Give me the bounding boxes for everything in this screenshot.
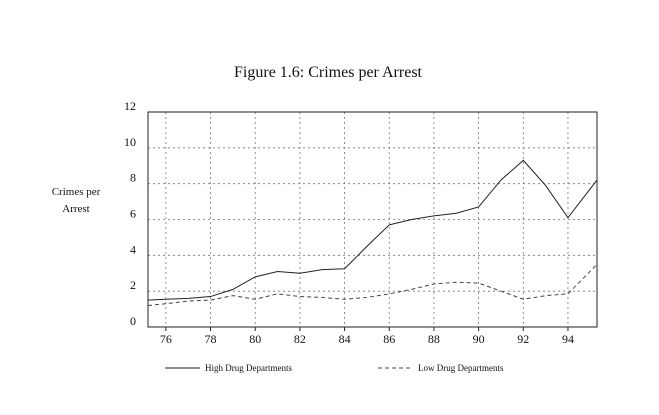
data-line bbox=[147, 263, 598, 306]
y-tick-label: 4 bbox=[130, 242, 136, 256]
y-tick-label: 12 bbox=[124, 99, 136, 113]
legend-label: High Drug Departments bbox=[205, 363, 292, 373]
y-tick-label: 2 bbox=[130, 278, 136, 292]
x-tick-label: 84 bbox=[339, 332, 351, 346]
x-tick-label: 90 bbox=[473, 332, 485, 346]
legend-label: Low Drug Departments bbox=[418, 363, 504, 373]
data-line bbox=[147, 159, 598, 301]
plot-frame bbox=[147, 111, 598, 328]
x-tick-label: 78 bbox=[205, 332, 217, 346]
y-tick-label: 8 bbox=[130, 171, 136, 185]
y-tick-label: 6 bbox=[130, 207, 136, 221]
x-tick-label: 76 bbox=[160, 332, 172, 346]
y-axis-label: Crimes per Arrest bbox=[51, 186, 101, 215]
y-tick-label: 10 bbox=[124, 135, 136, 149]
y-tick-label: 0 bbox=[130, 314, 136, 328]
x-tick-label: 82 bbox=[294, 332, 306, 346]
x-tick-label: 92 bbox=[517, 332, 529, 346]
x-tick-label: 88 bbox=[428, 332, 440, 346]
chart-title: Figure 1.6: Crimes per Arrest bbox=[234, 64, 423, 81]
x-tick-label: 80 bbox=[249, 332, 261, 346]
x-tick-label: 94 bbox=[562, 332, 574, 346]
x-tick-label: 86 bbox=[383, 332, 395, 346]
